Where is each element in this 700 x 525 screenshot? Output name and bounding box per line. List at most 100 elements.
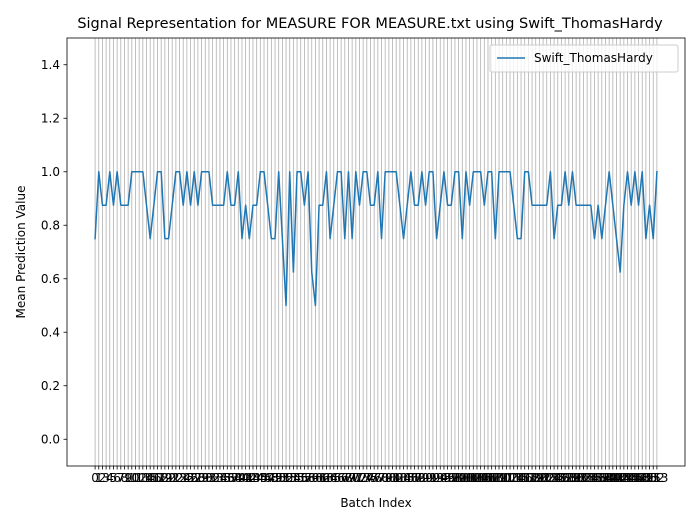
y-axis-ticks: 0.0 0.2 0.4 0.6 0.8 1.0 1.2 1.4 — [41, 58, 67, 446]
x-tick-label: 95 — [436, 471, 451, 485]
x-tick-label: 27 — [187, 471, 202, 485]
legend-box — [489, 44, 679, 73]
y-tick-label: 1.0 — [41, 165, 60, 179]
x-tick-label: 63 — [319, 471, 334, 485]
x-tick-label: 134 — [576, 471, 599, 485]
x-tick-label: 24 — [176, 471, 191, 485]
y-tick-label: 0.0 — [41, 432, 60, 446]
x-tick-label: 37 — [223, 471, 238, 485]
y-tick-label: 1.2 — [41, 111, 60, 125]
x-tick-label: 82 — [389, 471, 404, 485]
y-tick-label: 0.6 — [41, 272, 60, 286]
plot-frame — [66, 37, 686, 467]
x-tick-label: 105 — [469, 471, 492, 485]
y-tick-label: 0.2 — [41, 379, 60, 393]
x-tick-label: 87 — [407, 471, 422, 485]
x-tick-label: 73 — [356, 471, 371, 485]
x-tick-label: 96 — [440, 471, 455, 485]
x-tick-label: 112 — [495, 471, 518, 485]
x-tick-label: 60 — [308, 471, 323, 485]
x-tick-label: 74 — [359, 471, 374, 485]
y-axis-label: Mean Prediction Value — [14, 186, 28, 319]
x-tick-label: 57 — [297, 471, 312, 485]
x-tick-label: 81 — [385, 471, 400, 485]
x-tick-label: 69 — [341, 471, 356, 485]
x-tick-label: 150 — [634, 471, 657, 485]
x-tick-label: 75 — [363, 471, 378, 485]
x-tick-label: 40 — [234, 471, 249, 485]
y-tick-label: 0.4 — [41, 325, 60, 339]
x-tick-label: 153 — [645, 471, 668, 485]
x-tick-label: 68 — [337, 471, 352, 485]
x-tick-label: 106 — [473, 471, 496, 485]
x-tick-label: 64 — [322, 471, 337, 485]
x-tick-label: 23 — [172, 471, 187, 485]
x-tick-label: 55 — [289, 471, 304, 485]
x-tick-label: 144 — [612, 471, 635, 485]
x-tick-label: 133 — [572, 471, 595, 485]
x-tick-label: 102 — [458, 471, 481, 485]
x-tick-label: 148 — [627, 471, 650, 485]
x-tick-label: 32 — [205, 471, 220, 485]
x-tick-label: 129 — [557, 471, 580, 485]
x-tick-label: 14 — [139, 471, 154, 485]
x-tick-label: 137 — [587, 471, 610, 485]
x-tick-label: 108 — [480, 471, 503, 485]
x-tick-label: 146 — [620, 471, 643, 485]
x-tick-label: 43 — [245, 471, 260, 485]
x-tick-label: 94 — [433, 471, 448, 485]
x-tick-label: 110 — [488, 471, 511, 485]
x-tick-label: 28 — [190, 471, 205, 485]
x-tick-label: 52 — [278, 471, 293, 485]
x-gridlines — [94, 38, 658, 466]
x-tick-label: 89 — [414, 471, 429, 485]
x-tick-label: 25 — [179, 471, 194, 485]
x-tick-label: 9 — [124, 471, 132, 485]
x-tick-label: 18 — [154, 471, 169, 485]
x-tick-label: 138 — [590, 471, 613, 485]
x-tick-label: 99 — [451, 471, 466, 485]
x-tick-label: 83 — [392, 471, 407, 485]
x-tick-label: 80 — [381, 471, 396, 485]
x-tick-label: 117 — [513, 471, 536, 485]
x-tick-label: 90 — [418, 471, 433, 485]
x-tick-label: 85 — [400, 471, 415, 485]
x-tick-label: 5 — [110, 471, 118, 485]
x-tick-label: 135 — [579, 471, 602, 485]
x-tick-label: 1 — [95, 471, 103, 485]
x-tick-label: 71 — [348, 471, 363, 485]
x-tick-label: 10 — [124, 471, 139, 485]
x-tick-label: 121 — [528, 471, 551, 485]
legend: Swift_ThomasHardy — [489, 44, 679, 73]
x-tick-label: 78 — [374, 471, 389, 485]
x-tick-label: 38 — [227, 471, 242, 485]
x-tick-label: 114 — [502, 471, 525, 485]
x-tick-label: 11 — [128, 471, 143, 485]
x-tick-label: 58 — [300, 471, 315, 485]
x-tick-label: 72 — [352, 471, 367, 485]
x-tick-label: 33 — [209, 471, 224, 485]
x-tick-label: 100 — [451, 471, 474, 485]
x-tick-label: 45 — [253, 471, 268, 485]
x-tick-label: 136 — [583, 471, 606, 485]
x-tick-label: 107 — [477, 471, 500, 485]
x-tick-label: 140 — [598, 471, 621, 485]
x-tick-label: 132 — [568, 471, 591, 485]
x-tick-label: 49 — [267, 471, 282, 485]
x-tick-label: 79 — [378, 471, 393, 485]
x-tick-label: 65 — [326, 471, 341, 485]
x-tick-label: 46 — [256, 471, 271, 485]
x-tick-label: 130 — [561, 471, 584, 485]
y-tick-label: 0.8 — [41, 218, 60, 232]
x-tick-label: 3 — [102, 471, 110, 485]
x-tick-label: 70 — [344, 471, 359, 485]
x-tick-label: 143 — [609, 471, 632, 485]
x-tick-label: 98 — [447, 471, 462, 485]
x-axis-ticks: 0123456789101112131415161718192021222324… — [91, 466, 668, 485]
x-tick-label: 12 — [132, 471, 147, 485]
x-tick-label: 42 — [242, 471, 257, 485]
x-tick-label: 0 — [91, 471, 99, 485]
x-tick-label: 131 — [565, 471, 588, 485]
x-tick-label: 86 — [403, 471, 418, 485]
